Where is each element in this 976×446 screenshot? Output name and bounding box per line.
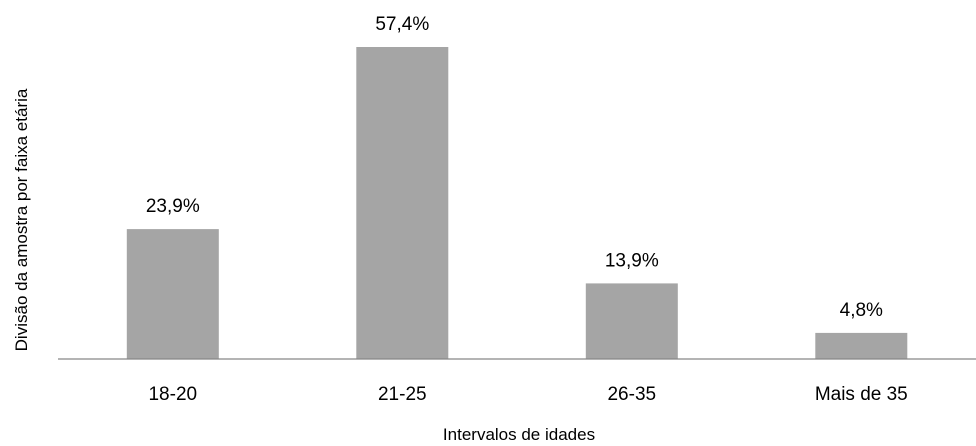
y-axis-title: Divisão da amostra por faixa etária [12, 88, 31, 351]
x-tick-label-2: 26-35 [607, 384, 656, 405]
data-label-3: 4,8% [840, 300, 883, 321]
x-axis-title: Intervalos de idades [443, 425, 595, 444]
data-label-0: 23,9% [146, 196, 200, 217]
x-tick-label-1: 21-25 [378, 384, 427, 405]
data-label-1: 57,4% [375, 14, 429, 35]
x-tick-label-3: Mais de 35 [815, 384, 908, 405]
data-labels-group: 23,9% 57,4% 13,9% 4,8% [146, 14, 883, 321]
bars-group [126, 47, 908, 359]
data-label-2: 13,9% [605, 250, 659, 271]
bar-1 [356, 47, 449, 359]
bar-2 [585, 283, 678, 359]
bar-0 [126, 229, 219, 359]
bar-3 [815, 332, 908, 359]
x-tick-label-0: 18-20 [148, 384, 197, 405]
x-tick-labels-group: 18-20 21-25 26-35 Mais de 35 [148, 384, 907, 405]
